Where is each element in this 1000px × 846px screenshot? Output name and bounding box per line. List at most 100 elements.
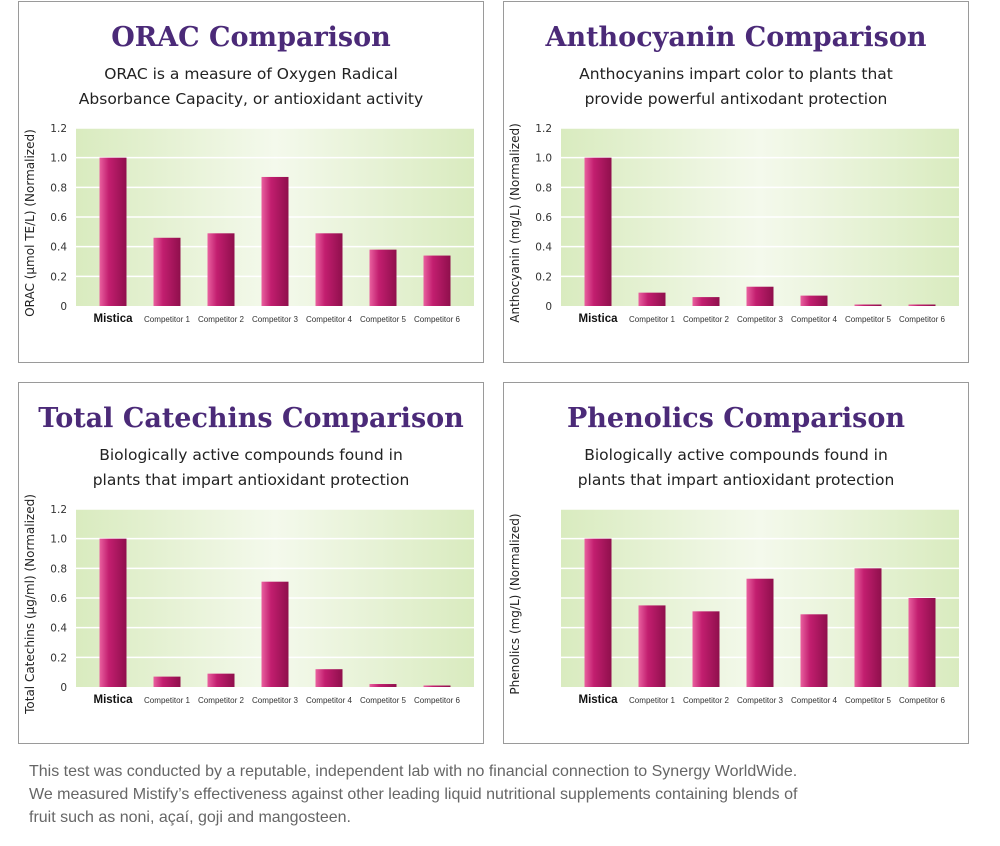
chart-subtitle-line-2: provide powerful antixodant protection xyxy=(584,90,888,108)
x-tick-label: Mistica xyxy=(94,694,134,706)
y-axis-label: Anthocyanin (mg/L) (Normalized) xyxy=(508,123,522,323)
bar xyxy=(746,578,774,687)
x-tick-label: Competitor 2 xyxy=(683,315,730,324)
chart-title: Total Catechins Comparison xyxy=(38,403,464,434)
y-tick-label: 0 xyxy=(60,682,67,694)
y-axis-label: Phenolics (mg/L) (Normalized) xyxy=(508,513,522,694)
x-tick-label: Competitor 6 xyxy=(899,315,946,324)
y-tick-label: 0.8 xyxy=(50,563,67,575)
y-tick-label: 0.6 xyxy=(535,212,552,224)
y-tick-label: 0.2 xyxy=(50,271,67,283)
chart-title: Anthocyanin Comparison xyxy=(545,22,927,53)
bar xyxy=(207,233,235,306)
bar xyxy=(369,249,397,306)
footnote-line-3: fruit such as noni, açaí, goji and mango… xyxy=(29,809,351,826)
x-tick-label: Competitor 5 xyxy=(845,696,892,705)
chart-subtitle: Anthocyanins impart color to plants that… xyxy=(504,62,968,112)
y-tick-label: 0.4 xyxy=(50,623,67,635)
chart-subtitle-line-1: Biologically active compounds found in xyxy=(99,446,403,464)
y-tick-label: 1.2 xyxy=(50,504,67,516)
x-tick-label: Competitor 4 xyxy=(306,696,353,705)
bar xyxy=(908,304,936,306)
bar xyxy=(854,568,882,687)
y-tick-label: 0.6 xyxy=(50,593,67,605)
x-tick-label: Competitor 4 xyxy=(306,315,353,324)
y-tick-label: 0.8 xyxy=(50,182,67,194)
x-tick-label: Competitor 3 xyxy=(737,315,784,324)
x-tick-label: Competitor 1 xyxy=(144,696,191,705)
chart-panel-phenolics: Phenolics Comparison Biologically active… xyxy=(503,382,969,744)
x-tick-label: Competitor 5 xyxy=(360,696,407,705)
x-tick-label: Competitor 5 xyxy=(360,315,407,324)
bar xyxy=(638,292,666,306)
chart-title: ORAC Comparison xyxy=(111,22,391,53)
chart-subtitle-line-2: plants that impart antioxidant protectio… xyxy=(92,471,410,489)
x-tick-label: Competitor 4 xyxy=(791,696,838,705)
x-tick-label: Competitor 2 xyxy=(683,696,730,705)
bar xyxy=(692,297,720,306)
y-tick-label: 0.8 xyxy=(535,182,552,194)
chart-subtitle-line-1: Biologically active compounds found in xyxy=(584,446,888,464)
y-tick-label: 0.4 xyxy=(535,242,552,254)
footnote: This test was conducted by a reputable, … xyxy=(29,760,989,829)
y-tick-label: 0.6 xyxy=(50,212,67,224)
bar xyxy=(99,157,127,306)
chart-subtitle-line-1: Anthocyanins impart color to plants that xyxy=(579,65,893,83)
bar xyxy=(854,304,882,306)
x-tick-label: Competitor 1 xyxy=(629,696,676,705)
y-tick-label: 1.0 xyxy=(50,153,67,165)
chart-panel-anthocyanin: Anthocyanin Comparison Anthocyanins impa… xyxy=(503,1,969,363)
x-tick-label: Competitor 6 xyxy=(414,696,461,705)
x-tick-label: Mistica xyxy=(94,313,134,325)
x-tick-label: Competitor 6 xyxy=(899,696,946,705)
y-tick-label: 1.2 xyxy=(535,123,552,135)
chart-title: Phenolics Comparison xyxy=(566,403,906,434)
x-tick-label: Competitor 6 xyxy=(414,315,461,324)
footnote-line-2: We measured Mistify’s effectiveness agai… xyxy=(29,786,798,803)
chart-subtitle-line-1: ORAC is a measure of Oxygen Radical xyxy=(104,65,398,83)
y-axis-label: Total Catechins (µg/ml) (Normalized) xyxy=(23,494,37,715)
bar xyxy=(746,286,774,306)
bar xyxy=(423,685,451,687)
bar xyxy=(99,538,127,687)
y-tick-label: 0 xyxy=(545,301,552,313)
bar xyxy=(423,255,451,306)
y-axis-label: ORAC (µmol TE/L) (Normalized) xyxy=(23,129,37,317)
bar xyxy=(261,176,289,306)
x-tick-label: Competitor 1 xyxy=(144,315,191,324)
bar xyxy=(908,598,936,687)
x-tick-label: Mistica xyxy=(579,313,619,325)
bar-chart-anthocyanin: 0 0.2 0.4 0.6 0.8 1.0 1.2 Anthocyanin (mg/L) (N… xyxy=(508,123,959,325)
x-tick-label: Competitor 4 xyxy=(791,315,838,324)
bar xyxy=(153,676,181,687)
y-tick-label: 1.2 xyxy=(50,123,67,135)
bar xyxy=(800,614,828,687)
bar-chart-orac: 0 0.2 0.4 0.6 0.8 1.0 1.2 ORAC (µmol TE/L) (Nor… xyxy=(23,123,474,325)
y-tick-label: 0 xyxy=(60,301,67,313)
x-tick-label: Competitor 3 xyxy=(737,696,784,705)
chart-subtitle: Biologically active compounds found in p… xyxy=(19,443,483,493)
bar-chart-catechins: 0 0.2 0.4 0.6 0.8 1.0 1.2 Total Catechins (µg/m… xyxy=(23,494,474,715)
x-tick-label: Competitor 2 xyxy=(198,696,245,705)
chart-panel-orac: ORAC Comparison ORAC is a measure of Oxy… xyxy=(18,1,484,363)
bar xyxy=(369,684,397,687)
bar xyxy=(315,233,343,306)
y-tick-label: 1.0 xyxy=(50,534,67,546)
bar xyxy=(692,611,720,687)
x-tick-label: Mistica xyxy=(579,694,619,706)
chart-subtitle: ORAC is a measure of Oxygen Radical Abso… xyxy=(19,62,483,112)
bar xyxy=(584,538,612,687)
chart-subtitle-line-2: Absorbance Capacity, or antioxidant acti… xyxy=(78,90,424,108)
x-tick-label: Competitor 5 xyxy=(845,315,892,324)
chart-subtitle: Biologically active compounds found in p… xyxy=(504,443,968,493)
bar xyxy=(153,237,181,306)
bar-chart-phenolics: Phenolics (mg/L) (Normalized) Mistica Comp… xyxy=(508,508,959,706)
chart-panel-catechins: Total Catechins Comparison Biologically … xyxy=(18,382,484,744)
bar xyxy=(261,581,289,687)
y-tick-label: 1.0 xyxy=(535,153,552,165)
y-tick-label: 0.2 xyxy=(535,271,552,283)
y-tick-label: 0.4 xyxy=(50,242,67,254)
footnote-line-1: This test was conducted by a reputable, … xyxy=(29,763,798,780)
chart-subtitle-line-2: plants that impart antioxidant protectio… xyxy=(577,471,895,489)
bar xyxy=(638,605,666,687)
